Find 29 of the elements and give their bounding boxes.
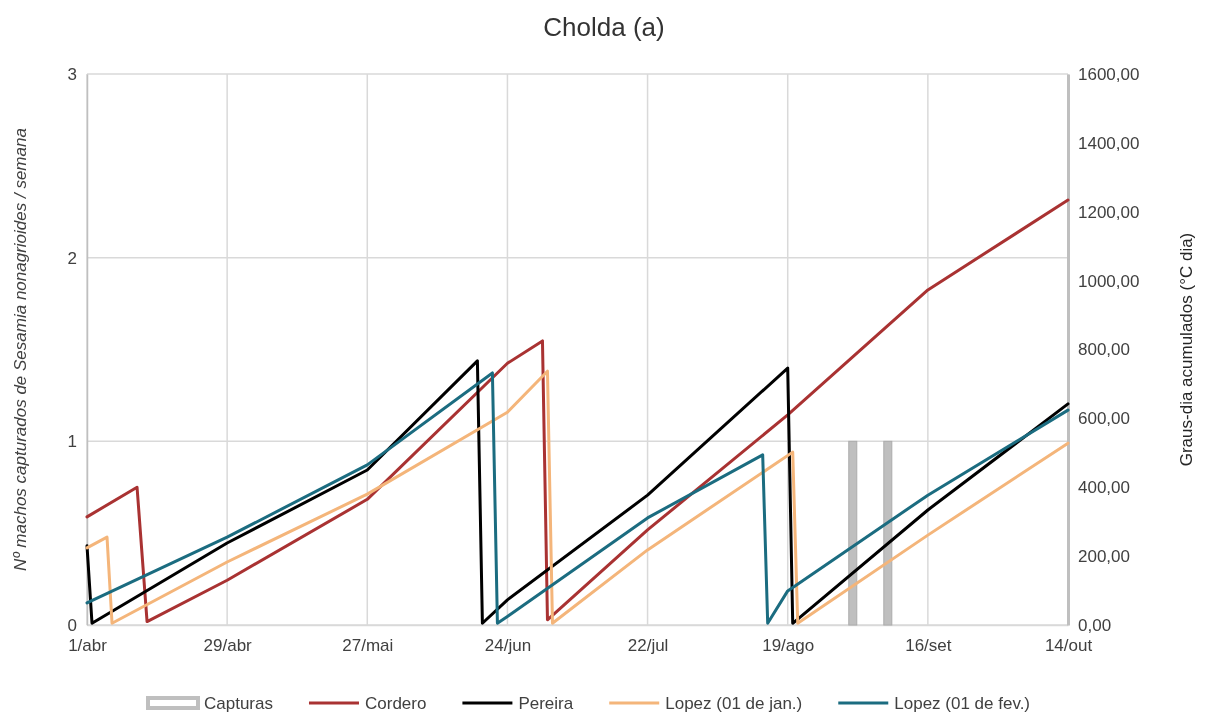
y2-tick-label: 400,00	[1078, 478, 1130, 498]
y-tick-label: 1	[67, 432, 77, 452]
x-tick-label: 19/ago	[762, 636, 815, 656]
legend-label: Cordero	[364, 694, 427, 713]
legend-label: Lopez (01 de jan.)	[665, 694, 803, 713]
x-tick-label: 16/set	[905, 636, 952, 656]
chart-title: Cholda (a)	[543, 12, 665, 42]
y2-tick-label: 1200,00	[1078, 202, 1140, 222]
y2-tick-label: 1000,00	[1078, 271, 1140, 291]
y-tick-label: 0	[67, 615, 77, 635]
x-tick-label: 22/jul	[627, 636, 669, 656]
x-tick-label: 1/abr	[68, 636, 108, 656]
y2-tick-label: 1400,00	[1078, 133, 1140, 153]
y2-tick-label: 1600,00	[1078, 64, 1140, 84]
y-tick-label: 2	[67, 248, 77, 268]
y2-tick-label: 0,00	[1078, 615, 1112, 635]
y2-tick-label: 200,00	[1078, 547, 1130, 567]
legend-label: Lopez (01 de fev.)	[894, 694, 1031, 713]
y2-tick-label: 800,00	[1078, 340, 1130, 360]
x-tick-label: 27/mai	[342, 636, 394, 656]
x-tick-label: 24/jun	[484, 636, 532, 656]
x-tick-label: 29/abr	[203, 636, 253, 656]
y2-tick-label: 600,00	[1078, 409, 1130, 429]
legend-label: Pereira	[518, 694, 574, 713]
x-tick-label: 14/out	[1044, 636, 1093, 656]
legend-label: Capturas	[204, 694, 273, 713]
y-axis-title: Nº machos capturados de Sesamia nonagrioides / semana	[11, 128, 30, 571]
y2-axis-title: Graus-dia acumulados (°C dia)	[1177, 232, 1196, 467]
y-tick-label: 3	[67, 64, 77, 84]
